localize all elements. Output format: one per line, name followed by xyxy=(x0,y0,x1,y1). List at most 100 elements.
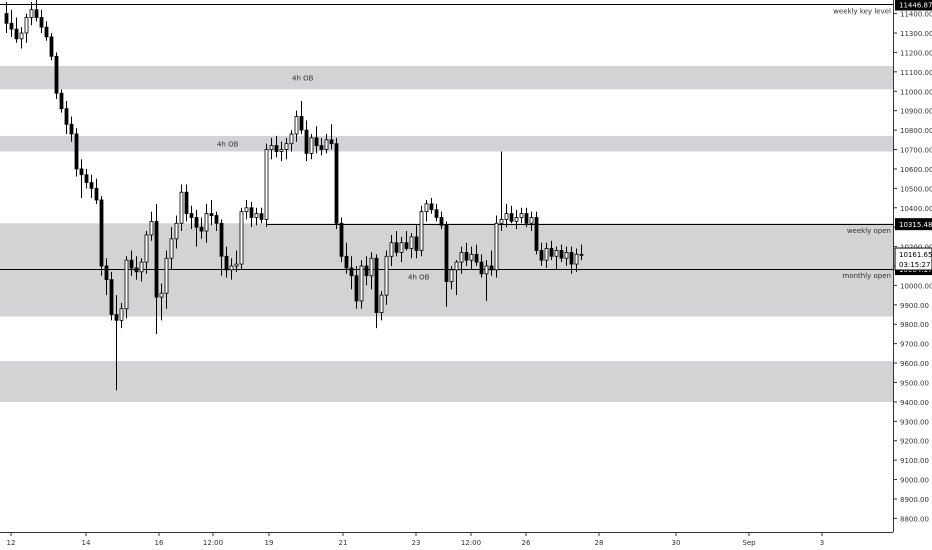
price-tick-label: 9600.00 xyxy=(900,360,929,368)
candle-body xyxy=(529,217,534,224)
order-block-zone xyxy=(0,66,893,90)
candle-body xyxy=(19,32,24,40)
candle-body xyxy=(449,269,454,282)
level-price-badge: 10315.48 xyxy=(899,221,932,229)
candle-body xyxy=(359,265,364,302)
candle-body xyxy=(579,253,584,256)
candle-body xyxy=(364,265,369,277)
candle-body xyxy=(374,257,379,313)
price-tick-label: 10000.00 xyxy=(900,282,932,290)
candle-body xyxy=(384,255,389,296)
price-tick-label: 8800.00 xyxy=(900,515,929,523)
candle-body xyxy=(514,217,519,222)
candle-body xyxy=(59,92,64,110)
candle-body xyxy=(69,123,74,135)
candle-body xyxy=(199,226,204,232)
candle-body xyxy=(209,213,214,216)
level-label: weekly open xyxy=(847,227,891,235)
candle-body xyxy=(109,279,114,315)
candle-body xyxy=(119,308,124,321)
time-tick-label: 12:00 xyxy=(203,539,223,547)
candle-body xyxy=(144,234,149,263)
candle-body xyxy=(219,222,224,257)
time-tick-label: 30 xyxy=(672,539,681,547)
level-price-badge: 11446.87 xyxy=(899,1,932,9)
candle-body xyxy=(459,252,464,263)
price-tick-label: 9400.00 xyxy=(900,399,929,407)
candle-body xyxy=(279,149,284,152)
candle-body xyxy=(424,203,429,213)
candle-body xyxy=(349,267,354,277)
price-tick-label: 9800.00 xyxy=(900,321,929,329)
candle-body xyxy=(414,236,419,251)
candle-body xyxy=(139,261,144,273)
price-tick-label: 9000.00 xyxy=(900,477,929,485)
candle-body xyxy=(469,253,474,261)
candle-body xyxy=(409,236,414,249)
candle-body xyxy=(204,213,209,232)
candle-body xyxy=(319,145,324,150)
time-tick-label: 12 xyxy=(7,539,16,547)
candle-body xyxy=(164,257,169,294)
candle-body xyxy=(74,133,79,170)
candle-body xyxy=(574,253,579,265)
candle-body xyxy=(564,252,569,259)
zone-label: 4h OB xyxy=(292,75,314,83)
candle-body xyxy=(339,222,344,257)
candle-body xyxy=(169,238,174,259)
candle-body xyxy=(104,265,109,280)
candle-body xyxy=(454,261,459,271)
order-block-zone xyxy=(0,135,893,152)
candle-body xyxy=(344,255,349,269)
candle-body xyxy=(244,207,249,213)
candle-body xyxy=(504,213,509,220)
candle-body xyxy=(269,145,274,150)
price-tick-label: 9100.00 xyxy=(900,457,929,465)
zone-label: 4h OB xyxy=(217,141,239,149)
candle-body xyxy=(194,217,199,228)
candles xyxy=(4,0,584,391)
price-tick-label: 10700.00 xyxy=(900,147,932,155)
candle-body xyxy=(54,55,59,94)
candle-body xyxy=(229,265,234,271)
price-tick-label: 11300.00 xyxy=(900,30,932,38)
candle-body xyxy=(224,255,229,271)
candle-body xyxy=(9,22,14,30)
candle-body xyxy=(439,217,444,226)
candle-body xyxy=(484,265,489,275)
time-tick-label: 21 xyxy=(339,539,348,547)
candle-body xyxy=(329,139,334,145)
candle-body xyxy=(494,222,499,271)
time-tick-label: 26 xyxy=(522,539,531,547)
price-tick-label: 10400.00 xyxy=(900,205,932,213)
candle-body xyxy=(489,265,494,271)
chart-annotations: 4h OB 4h OB 4h OB weekly key level weekly op… xyxy=(217,7,891,281)
time-tick-label: Sep xyxy=(742,539,756,547)
candle-body xyxy=(129,259,134,269)
time-tick-label: 16 xyxy=(155,539,164,547)
candle-body xyxy=(289,133,294,145)
candle-body xyxy=(534,217,539,251)
candle-body xyxy=(444,224,449,282)
candle-body xyxy=(179,191,184,224)
candle-body xyxy=(569,252,574,265)
time-axis[interactable]: 12 14 16 12:00 19 21 23 12:00 26 28 30 Sep 3 xyxy=(7,532,825,547)
time-tick-label: 28 xyxy=(595,539,604,547)
candle-body xyxy=(369,257,374,277)
candle-body xyxy=(549,248,554,257)
price-tick-label: 11200.00 xyxy=(900,49,932,57)
price-tick-label: 9200.00 xyxy=(900,438,929,446)
candle-body xyxy=(124,259,129,310)
candle-body xyxy=(399,242,404,253)
candle-body xyxy=(324,139,329,150)
candle-body xyxy=(99,199,104,267)
candle-body xyxy=(14,28,19,40)
candle-body xyxy=(174,222,179,240)
candle-body xyxy=(519,213,524,218)
zone-label: 4h OB xyxy=(408,274,430,282)
time-tick-label: 23 xyxy=(412,539,421,547)
candle-body xyxy=(24,17,29,34)
price-tick-label: 10600.00 xyxy=(900,166,932,174)
